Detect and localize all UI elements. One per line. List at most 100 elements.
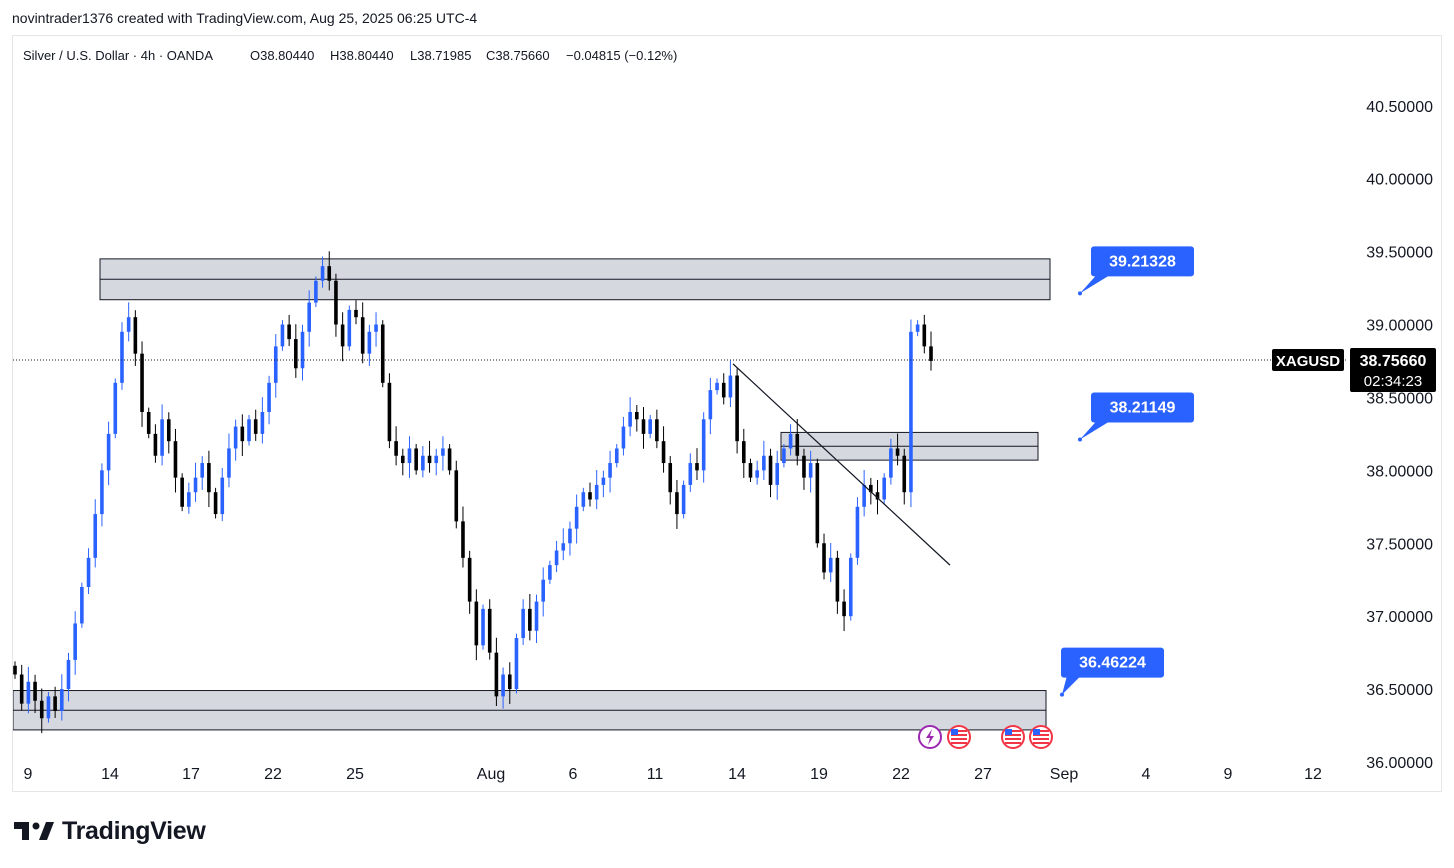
candle <box>173 441 178 478</box>
candle <box>307 302 311 332</box>
candle <box>33 681 37 701</box>
callout-pointer <box>1080 420 1111 440</box>
us-flag-canton <box>1033 729 1040 735</box>
y-tick-label: 40.50000 <box>1366 99 1433 116</box>
candle <box>220 477 225 515</box>
us-flag-stripe <box>1033 738 1049 740</box>
header-high: H38.80440 <box>330 48 394 63</box>
candle <box>280 324 285 347</box>
candle <box>193 477 198 493</box>
x-tick-label: 22 <box>264 766 282 783</box>
price-callout[interactable]: 36.46224 <box>1060 647 1164 697</box>
candle <box>842 601 846 617</box>
candle <box>367 331 372 354</box>
candle <box>889 448 893 478</box>
candle <box>39 700 44 719</box>
y-tick-label: 37.50000 <box>1366 536 1433 553</box>
candle <box>688 463 693 485</box>
price-chart[interactable]: 39.21328 38.21149 36.46224 40.50000 40.0000… <box>13 36 1441 791</box>
callout-box <box>1091 392 1194 423</box>
price-callout[interactable]: 39.21328 <box>1078 246 1194 296</box>
tradingview-brand[interactable]: TradingView <box>14 816 206 846</box>
candle <box>915 324 920 332</box>
candle <box>795 433 800 456</box>
x-tick-label: 22 <box>892 766 910 783</box>
candle <box>53 696 57 711</box>
candle <box>80 587 84 624</box>
us-flag-icon[interactable] <box>1001 725 1025 749</box>
x-tick-label: 9 <box>1224 766 1233 783</box>
candle <box>588 492 592 500</box>
candle <box>400 455 405 464</box>
candle <box>126 317 131 332</box>
candle <box>548 565 552 580</box>
candle <box>146 412 151 434</box>
candle <box>207 463 211 493</box>
candle <box>514 638 519 690</box>
candle <box>541 579 546 602</box>
candle <box>233 426 238 449</box>
tradingview-logo-icon <box>14 822 54 840</box>
x-tick-label: 4 <box>1142 766 1151 783</box>
candle <box>695 463 699 471</box>
chart-header-title: Silver / U.S. Dollar · 4h · OANDA <box>23 48 213 63</box>
callout-box <box>1061 647 1164 678</box>
current-price-label: 38.75660 <box>1360 353 1427 370</box>
candle <box>360 317 365 354</box>
candle <box>902 455 907 493</box>
us-flag-stripe <box>1033 734 1049 736</box>
x-tick-label: 12 <box>1304 766 1322 783</box>
candle <box>621 426 626 449</box>
candle <box>775 463 780 485</box>
candle <box>287 324 291 340</box>
us-flag-stripe <box>1005 738 1021 740</box>
candle <box>180 477 184 507</box>
x-tick-label: 25 <box>346 766 364 783</box>
header-open: O38.80440 <box>250 48 314 63</box>
candle <box>822 543 826 573</box>
candle <box>929 346 933 361</box>
lightning-icon[interactable] <box>918 725 942 749</box>
us-flag-stripe <box>951 738 967 740</box>
us-flag-canton <box>951 729 958 735</box>
callout-anchor <box>1078 437 1082 442</box>
candle <box>140 353 144 412</box>
candle <box>635 412 639 420</box>
candle <box>340 324 345 347</box>
callout-anchor <box>1060 692 1064 697</box>
callout-label: 36.46224 <box>1079 655 1146 672</box>
us-flag-stripe <box>1005 730 1021 732</box>
candle <box>528 608 532 631</box>
candle <box>153 433 158 456</box>
candle <box>661 441 666 464</box>
brand-name: TradingView <box>62 816 206 845</box>
callout-pointer <box>1062 675 1081 695</box>
candle <box>909 331 913 493</box>
us-flag-stripe <box>1033 730 1049 732</box>
candle <box>741 441 746 464</box>
candle <box>882 477 886 500</box>
chart-credit: novintrader1376 created with TradingView… <box>12 10 478 26</box>
candle <box>320 266 325 281</box>
candle <box>474 601 479 646</box>
candle <box>354 309 358 318</box>
candle <box>501 674 505 697</box>
us-flag-icon[interactable] <box>1029 725 1053 749</box>
candle <box>554 550 559 566</box>
chart-area[interactable]: 39.21328 38.21149 36.46224 40.50000 40.0000… <box>12 35 1442 792</box>
candle <box>648 419 652 434</box>
price-callout[interactable]: 38.21149 <box>1078 392 1194 442</box>
ticker-label: XAGUSD <box>1276 353 1340 370</box>
callout-anchor <box>1078 291 1082 296</box>
candle <box>86 557 91 587</box>
candle <box>106 433 111 471</box>
candle <box>267 382 271 412</box>
us-flag-stripe <box>1005 742 1021 744</box>
x-tick-label: 6 <box>569 766 578 783</box>
candle <box>427 455 432 464</box>
us-flag-icon[interactable] <box>947 725 971 749</box>
x-tick-label: 19 <box>810 766 828 783</box>
candle <box>862 484 866 507</box>
candle <box>748 463 753 478</box>
trendline[interactable] <box>732 363 951 566</box>
